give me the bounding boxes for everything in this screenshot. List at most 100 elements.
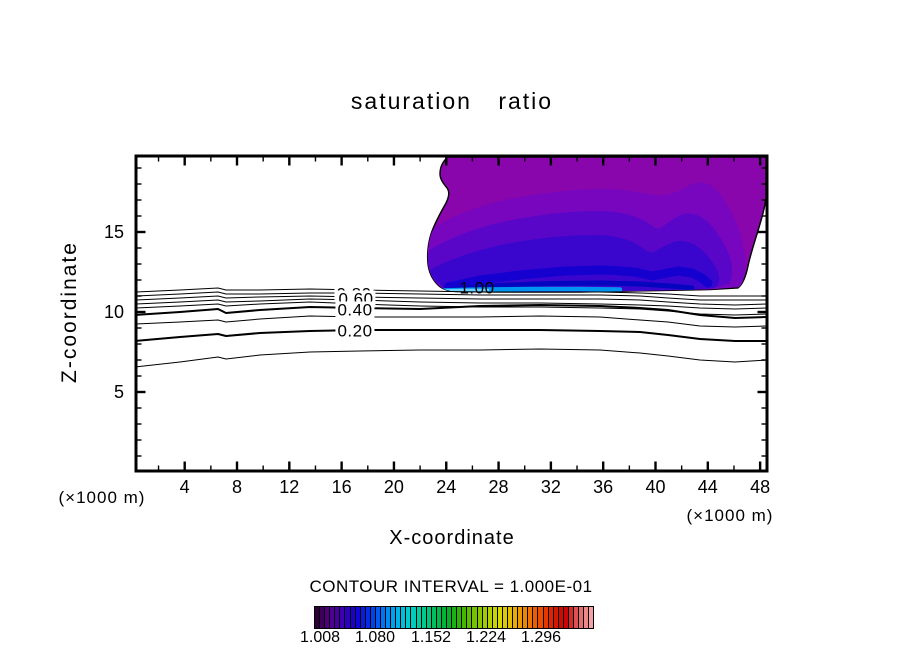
x-tick-label-40: 40 bbox=[645, 477, 666, 497]
plot-frame bbox=[134, 154, 769, 473]
y-tick-label-10: 10 bbox=[103, 302, 124, 322]
colorbar-stripe bbox=[370, 607, 375, 628]
colorbar-stripe bbox=[563, 607, 568, 628]
colorbar-tick-label-1.080: 1.080 bbox=[354, 629, 396, 646]
colorbar-stripe bbox=[487, 607, 492, 628]
colorbar-stripe bbox=[538, 607, 543, 628]
colorbar-stripe bbox=[436, 607, 441, 628]
colorbar-stripe bbox=[441, 607, 447, 628]
colorbar-stripe bbox=[467, 607, 472, 628]
colorbar-stripe bbox=[573, 607, 579, 628]
colorbar-stripe bbox=[396, 607, 401, 628]
x-tick-label-36: 36 bbox=[593, 477, 614, 497]
axis-tick-marks bbox=[136, 156, 767, 471]
x-tick-label-4: 4 bbox=[179, 477, 190, 497]
plume-light-cyan-strip bbox=[439, 288, 490, 292]
colorbar-stripe bbox=[406, 607, 411, 628]
colorbar-stripe bbox=[431, 607, 436, 628]
colorbar-stripe bbox=[558, 607, 563, 628]
colorbar-stripe bbox=[335, 607, 340, 628]
colorbar-stripe bbox=[568, 607, 573, 628]
colorbar-stripe bbox=[518, 607, 523, 628]
colorbar-stripe bbox=[350, 607, 355, 628]
colorbar-stripe bbox=[507, 607, 513, 628]
colorbar-tick-label-1.008: 1.008 bbox=[299, 629, 341, 646]
colorbar-stripe bbox=[340, 607, 345, 628]
plot-title: saturation ratio bbox=[350, 88, 554, 114]
colorbar-stripe bbox=[381, 607, 386, 628]
colorbar-stripe bbox=[533, 607, 538, 628]
colorbar-stripe bbox=[315, 607, 320, 628]
x-tick-label-12: 12 bbox=[279, 477, 300, 497]
colorbar-stripe bbox=[421, 607, 426, 628]
colorbar-tick-label-1.224: 1.224 bbox=[465, 629, 507, 646]
colorbar-tick-label-1.152: 1.152 bbox=[410, 629, 452, 646]
colorbar-tick-label-1.296: 1.296 bbox=[520, 629, 562, 646]
colorbar-stripe bbox=[411, 607, 416, 628]
x-tick-label-8: 8 bbox=[231, 477, 242, 497]
colorbar-stripe bbox=[472, 607, 477, 628]
x-tick-label-16: 16 bbox=[331, 477, 352, 497]
contour-0.40 bbox=[136, 304, 767, 319]
colorbar-stripe bbox=[452, 607, 457, 628]
colorbar-stripe bbox=[477, 607, 482, 628]
contour-0.90 bbox=[136, 287, 767, 297]
x-tick-label-20: 20 bbox=[383, 477, 404, 497]
contour-0.80 bbox=[136, 291, 767, 301]
x-tick-label-48: 48 bbox=[750, 477, 771, 497]
colorbar-stripe bbox=[589, 607, 594, 628]
y-axis-title: Z-coordinate bbox=[58, 241, 81, 383]
contour-0.70 bbox=[136, 295, 767, 306]
y-tick-label-5: 5 bbox=[113, 382, 124, 402]
plume-band-5 bbox=[443, 265, 713, 292]
colorbar-stripe bbox=[416, 607, 421, 628]
colorbar-stripe bbox=[375, 607, 381, 628]
x-tick-label-32: 32 bbox=[540, 477, 561, 497]
colorbar-stripe bbox=[360, 607, 365, 628]
colorbar-stripe bbox=[401, 607, 406, 628]
colorbar-stripe bbox=[497, 607, 502, 628]
contour-0.30 bbox=[136, 315, 767, 328]
colorbar-stripe bbox=[386, 607, 391, 628]
colorbar-stripe bbox=[447, 607, 452, 628]
plume-band-6 bbox=[452, 280, 695, 292]
x-axis-unit-left: (×1000 m) bbox=[58, 488, 146, 507]
colorbar-stripe bbox=[523, 607, 528, 628]
filled-plume bbox=[426, 156, 767, 293]
colorbar-stripe bbox=[391, 607, 396, 628]
contour-label-1.00: 1.00 bbox=[459, 278, 495, 298]
colorbar-stripe bbox=[584, 607, 589, 628]
colorbar-stripe bbox=[492, 607, 497, 628]
colorbar-stripe bbox=[543, 607, 548, 628]
colorbar-stripe bbox=[462, 607, 467, 628]
x-axis-unit-right: (×1000 m) bbox=[686, 506, 774, 525]
colorbar-stripe bbox=[579, 607, 584, 628]
y-tick-label-15: 15 bbox=[103, 222, 124, 242]
colorbar-stripe bbox=[457, 607, 462, 628]
colorbar bbox=[314, 606, 594, 629]
contour-lines bbox=[136, 287, 767, 368]
contour-0.20 bbox=[136, 329, 767, 342]
colorbar-stripe bbox=[548, 607, 553, 628]
colorbar-stripe bbox=[513, 607, 518, 628]
contour-label-0.20: 0.20 bbox=[335, 321, 375, 341]
contour-label-0.40: 0.40 bbox=[335, 300, 375, 320]
colorbar-stripe bbox=[426, 607, 431, 628]
colorbar-stripe bbox=[528, 607, 533, 628]
colorbar-stripe bbox=[325, 607, 330, 628]
colorbar-stripe bbox=[345, 607, 350, 628]
colorbar-stripe bbox=[330, 607, 335, 628]
contour-interval-text: CONTOUR INTERVAL = 1.000E-01 bbox=[309, 577, 593, 596]
colorbar-stripe bbox=[553, 607, 558, 628]
colorbar-stripe bbox=[502, 607, 507, 628]
contour-0.60 bbox=[136, 298, 767, 310]
colorbar-stripe bbox=[365, 607, 370, 628]
colorbar-stripe bbox=[355, 607, 360, 628]
x-tick-label-24: 24 bbox=[436, 477, 457, 497]
colorbar-stripe bbox=[320, 607, 325, 628]
contour-0.10 bbox=[136, 348, 767, 368]
x-tick-label-28: 28 bbox=[488, 477, 509, 497]
x-axis-title: X-coordinate bbox=[389, 527, 515, 549]
